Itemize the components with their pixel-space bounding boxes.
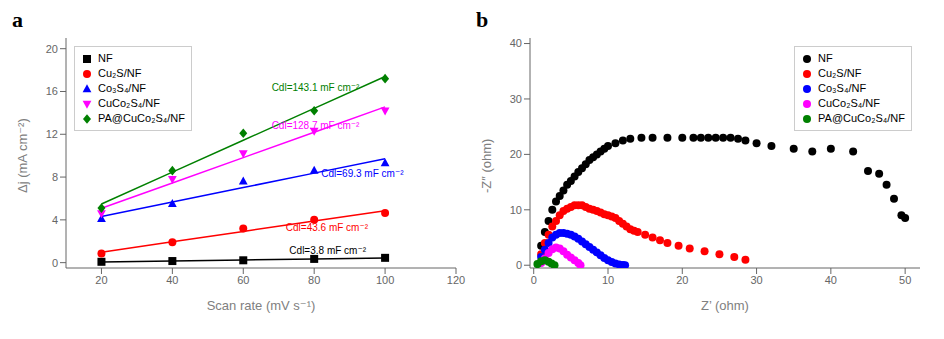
html-text:Co₃S₄/NF: Co₃S₄/NF (98, 82, 147, 94)
svg-text:Cdl=69.3 mF cm⁻²: Cdl=69.3 mF cm⁻² (321, 168, 404, 179)
svg-text:10: 10 (510, 204, 522, 216)
html-text:PA@CuCo₂S₄/NF: PA@CuCo₂S₄/NF (818, 112, 905, 124)
html-text:Co₃S₄/NF: Co₃S₄/NF (818, 82, 867, 94)
svg-text:20: 20 (676, 274, 688, 286)
svg-text:8: 8 (52, 171, 58, 183)
svg-text:50: 50 (899, 274, 911, 286)
svg-text:Z’ (ohm): Z’ (ohm) (701, 298, 749, 313)
svg-text:-Z″ (ohm): -Z″ (ohm) (479, 139, 494, 193)
svg-text:40: 40 (825, 274, 837, 286)
svg-text:Scan rate (mV s⁻¹): Scan rate (mV s⁻¹) (207, 298, 316, 313)
svg-text:Δj (mA cm⁻²): Δj (mA cm⁻²) (15, 118, 30, 193)
svg-text:40: 40 (166, 274, 178, 286)
svg-text:16: 16 (46, 85, 58, 97)
svg-text:30: 30 (750, 274, 762, 286)
html-text:Cu₂S/NF: Cu₂S/NF (818, 67, 862, 79)
html-text:NF: NF (98, 52, 113, 64)
svg-text:30: 30 (510, 93, 522, 105)
svg-text:20: 20 (510, 148, 522, 160)
svg-text:12: 12 (46, 128, 58, 140)
svg-text:20: 20 (95, 274, 107, 286)
svg-text:0: 0 (516, 259, 522, 271)
html-text:a: a (12, 7, 23, 32)
html-text:NF: NF (818, 52, 833, 64)
svg-text:0: 0 (531, 274, 537, 286)
html-text:b: b (476, 7, 489, 32)
svg-text:Cdl=143.1 mF cm⁻²: Cdl=143.1 mF cm⁻² (272, 82, 360, 93)
html-text:CuCo₂S₄/NF: CuCo₂S₄/NF (98, 97, 160, 109)
svg-text:120: 120 (447, 274, 465, 286)
html-text:CuCo₂S₄/NF: CuCo₂S₄/NF (818, 97, 880, 109)
svg-text:100: 100 (376, 274, 394, 286)
svg-text:4: 4 (52, 214, 58, 226)
svg-text:Cdl=128.7 mF cm⁻²: Cdl=128.7 mF cm⁻² (272, 120, 360, 131)
svg-text:20: 20 (46, 43, 58, 55)
svg-text:0: 0 (52, 257, 58, 269)
svg-text:60: 60 (237, 274, 249, 286)
svg-text:Cdl=43.6 mF cm⁻²: Cdl=43.6 mF cm⁻² (286, 222, 369, 233)
svg-text:40: 40 (510, 37, 522, 49)
svg-text:Cdl=3.8 mF cm⁻²: Cdl=3.8 mF cm⁻² (289, 245, 366, 256)
html-text:Cu₂S/NF: Cu₂S/NF (98, 67, 142, 79)
svg-text:80: 80 (308, 274, 320, 286)
svg-text:10: 10 (602, 274, 614, 286)
html-text:PA@CuCo₂S₄/NF: PA@CuCo₂S₄/NF (98, 112, 185, 124)
